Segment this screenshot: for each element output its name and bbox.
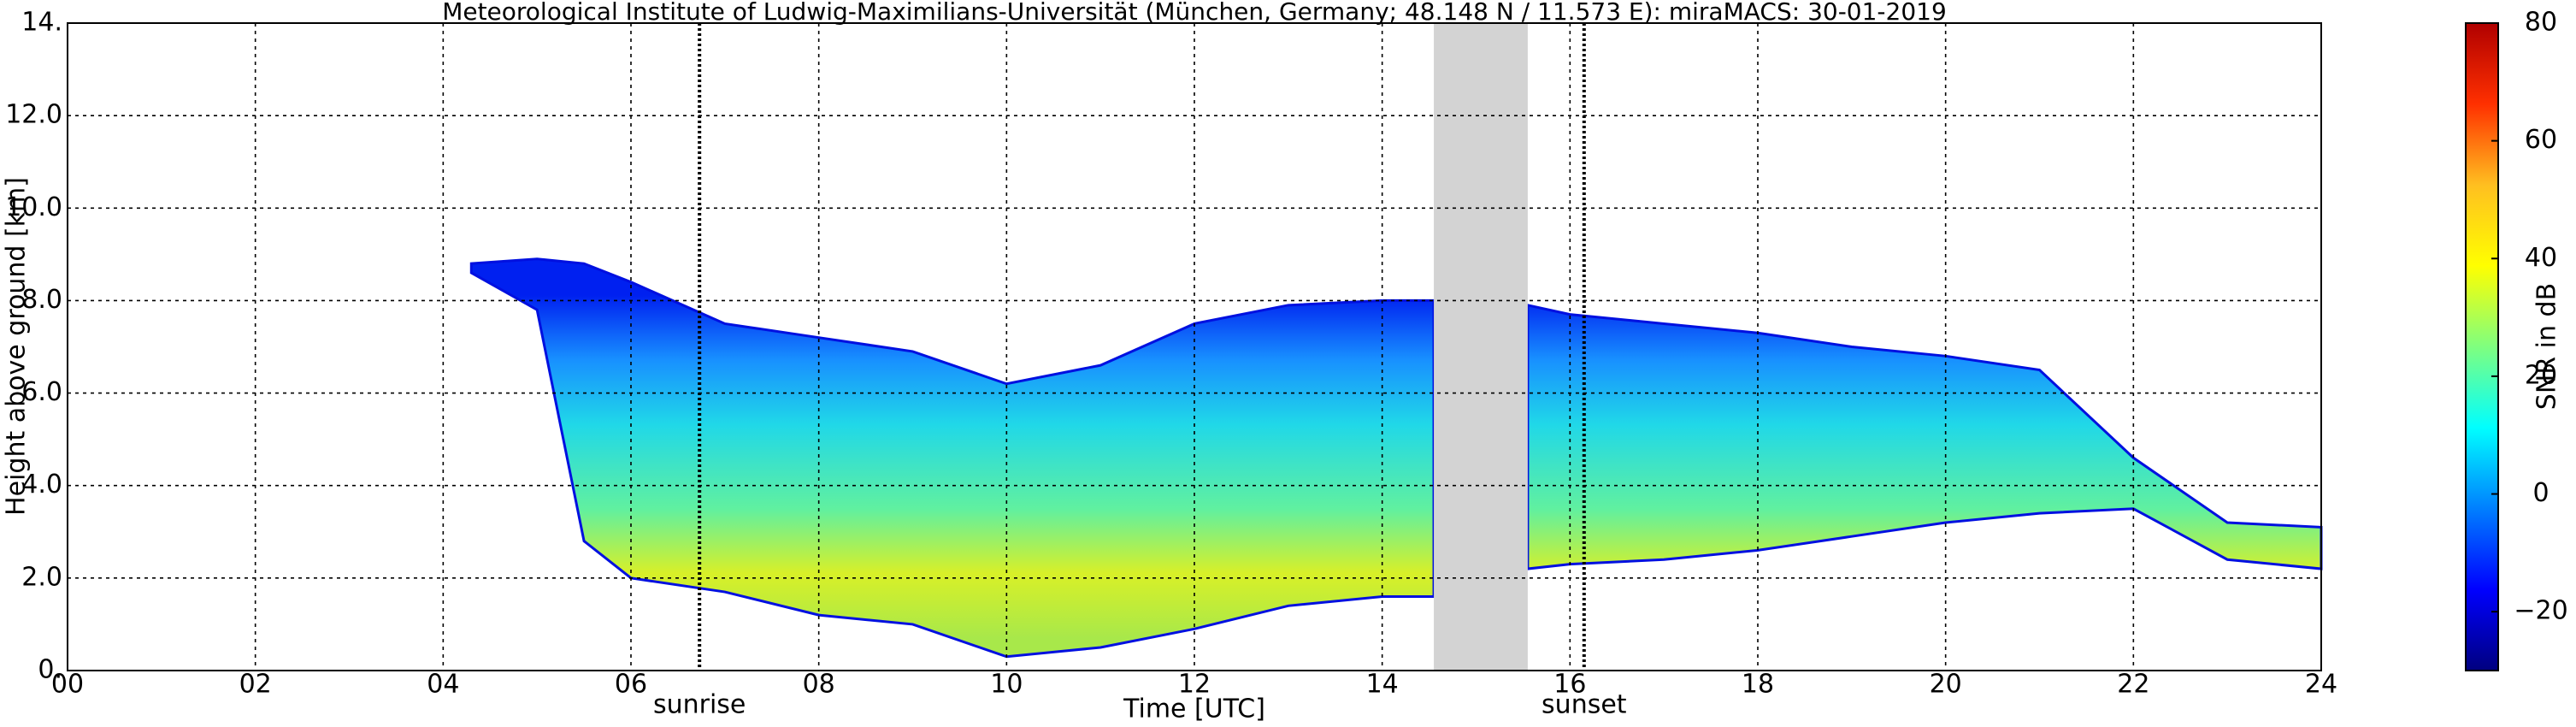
y-axis-label: Height above ground [km] [2, 177, 32, 516]
y-tick-label: 10.0 [5, 192, 62, 222]
x-tick-label: 14 [1366, 670, 1399, 700]
y-tick-label: 0. [38, 655, 62, 685]
x-tick-label: 22 [2117, 670, 2149, 700]
echo-area [1526, 303, 2323, 570]
x-tick-label: 02 [239, 670, 272, 700]
colorbar-tick-label: −20 [2514, 596, 2567, 626]
x-tick-label: 18 [1742, 670, 1774, 700]
chart-title: Meteorological Institute of Ludwig-Maxim… [442, 0, 1947, 26]
plot-frame [67, 22, 2322, 671]
colorbar-label: SNR in dB [2532, 283, 2562, 410]
x-tick-label: 12 [1178, 670, 1211, 700]
y-tick-label: 14. [21, 8, 62, 38]
data-gap [1434, 23, 1528, 671]
x-tick-label: 24 [2305, 670, 2337, 700]
x-tick-label: 20 [1930, 670, 1962, 700]
x-tick-label: 00 [51, 670, 84, 700]
y-tick-label: 8.0 [21, 285, 62, 315]
colorbar-tick-label: 80 [2525, 8, 2557, 38]
x-axis-label: Time [UTC] [1123, 694, 1265, 724]
x-tick-label: 16 [1553, 670, 1586, 700]
colorbar-tick-label: 20 [2525, 360, 2557, 390]
colorbar-tick-label: 60 [2525, 125, 2557, 155]
y-tick-label: 4.0 [21, 470, 62, 499]
y-tick-label: 6.0 [21, 377, 62, 407]
y-tick-label: 2.0 [21, 562, 62, 592]
x-tick-label: 10 [990, 670, 1023, 700]
x-tick-label: 08 [803, 670, 835, 700]
colorbar-tick-label: 40 [2525, 243, 2557, 273]
x-tick-label: 06 [615, 670, 647, 700]
x-tick-label: 04 [427, 670, 459, 700]
colorbar-tick-label: 0 [2532, 478, 2549, 508]
colorbar [2465, 22, 2499, 671]
y-tick-label: 12.0 [5, 100, 62, 130]
event-label: sunrise [653, 690, 746, 720]
echo-area [469, 257, 1435, 659]
event-label: sunset [1541, 690, 1627, 720]
